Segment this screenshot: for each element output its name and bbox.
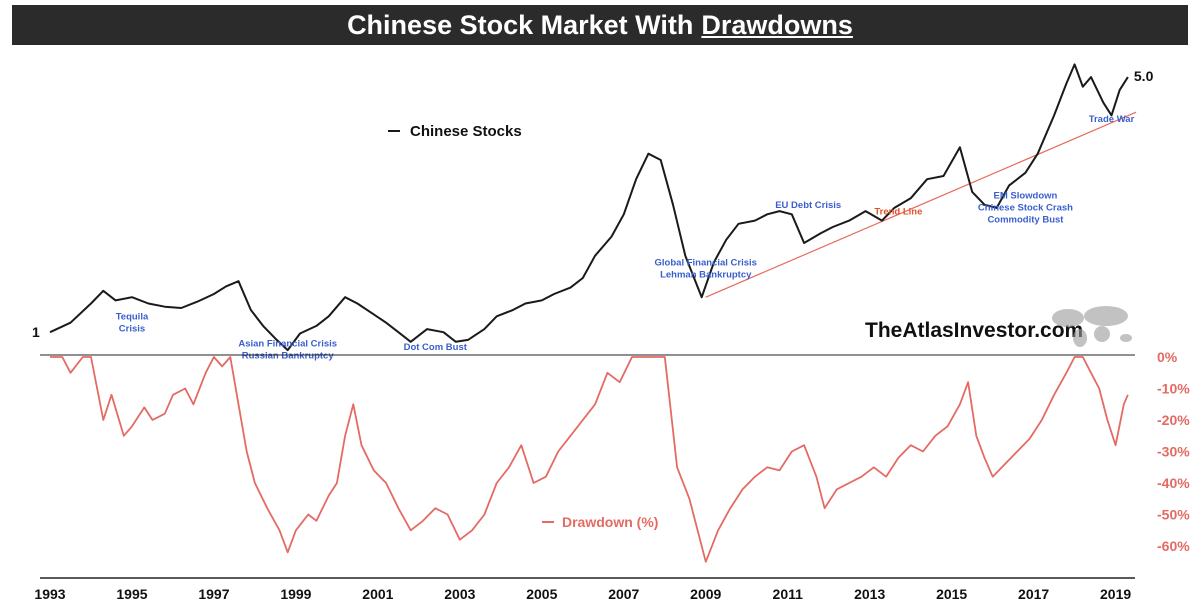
event-annotation: Trend Line xyxy=(874,206,922,217)
x-tick-label: 2007 xyxy=(608,586,639,602)
annotation-label: Commodity Bust xyxy=(987,214,1064,225)
annotation-label: Tequila xyxy=(116,311,149,322)
drawdown-series-line xyxy=(50,356,1129,563)
annotation-label: Crisis xyxy=(119,323,145,334)
annotation-label: EM Slowdown xyxy=(994,190,1058,201)
drawdown-panel: 0% -10% -20% -30% -40% -50% -60% Drawdown (%) xyxy=(50,349,1190,563)
y-tick-label: -30% xyxy=(1157,444,1190,460)
y-tick-label: -50% xyxy=(1157,507,1190,523)
map-continent xyxy=(1094,326,1110,342)
chart-title-underlined: Drawdowns xyxy=(701,9,853,40)
legend-label-drawdown: Drawdown (%) xyxy=(562,514,658,530)
map-continent xyxy=(1120,334,1132,342)
chart-title: Chinese Stock Market With xyxy=(347,9,694,40)
x-tick-label: 1995 xyxy=(116,586,147,602)
x-tick-label: 2019 xyxy=(1100,586,1131,602)
y-tick-label: 0% xyxy=(1157,349,1178,365)
watermark-text: TheAtlasInvestor.com xyxy=(865,319,1083,342)
x-tick-label: 1997 xyxy=(198,586,229,602)
annotation-label: Chinese Stock Crash xyxy=(978,202,1073,213)
annotation-label: EU Debt Crisis xyxy=(775,200,841,211)
map-continent xyxy=(1084,306,1128,326)
x-tick-label: 2005 xyxy=(526,586,557,602)
stock-series-line xyxy=(49,63,1129,352)
map-continent xyxy=(1073,329,1087,347)
event-annotation: Trade War xyxy=(1089,114,1135,125)
x-tick-label: 1993 xyxy=(34,586,65,602)
x-tick-label: 2009 xyxy=(690,586,721,602)
x-tick-label: 2001 xyxy=(362,586,393,602)
annotation-label: Global Financial Crisis xyxy=(655,257,757,268)
annotation-label: Trend Line xyxy=(874,206,922,217)
annotation-label: Russian Bankruptcy xyxy=(242,350,335,361)
annotation-label: Dot Com Bust xyxy=(404,342,468,353)
y-tick-label: -10% xyxy=(1157,381,1190,397)
map-continent xyxy=(1052,309,1084,327)
x-tick-label: 1999 xyxy=(280,586,311,602)
event-annotation: EU Debt Crisis xyxy=(775,200,841,211)
series-start-label: 1 xyxy=(32,324,40,340)
x-tick-label: 2013 xyxy=(854,586,885,602)
title-bar: Chinese Stock Market With Drawdowns xyxy=(12,5,1188,45)
x-axis: 1993 1995 1997 1999 2001 2003 2005 2007 2009 2011… xyxy=(34,577,1135,602)
x-tick-label: 2011 xyxy=(773,586,804,602)
annotation-label: Lehman Bankruptcy xyxy=(660,269,752,280)
series-end-label: 5.0 xyxy=(1134,68,1154,84)
x-tick-label: 2015 xyxy=(936,586,967,602)
y-tick-label: -40% xyxy=(1157,475,1190,491)
x-tick-label: 2003 xyxy=(444,586,475,602)
annotation-label: Asian Financial Crisis xyxy=(238,338,337,349)
annotation-label: Trade War xyxy=(1089,114,1135,125)
x-tick-label: 2017 xyxy=(1018,586,1049,602)
y-tick-label: -60% xyxy=(1157,538,1190,554)
event-annotation: Dot Com Bust xyxy=(404,342,468,353)
trend-line xyxy=(705,111,1137,298)
world-map-icon xyxy=(1052,306,1132,347)
legend-label-stocks: Chinese Stocks xyxy=(410,123,522,140)
y-tick-label: -20% xyxy=(1157,412,1190,428)
